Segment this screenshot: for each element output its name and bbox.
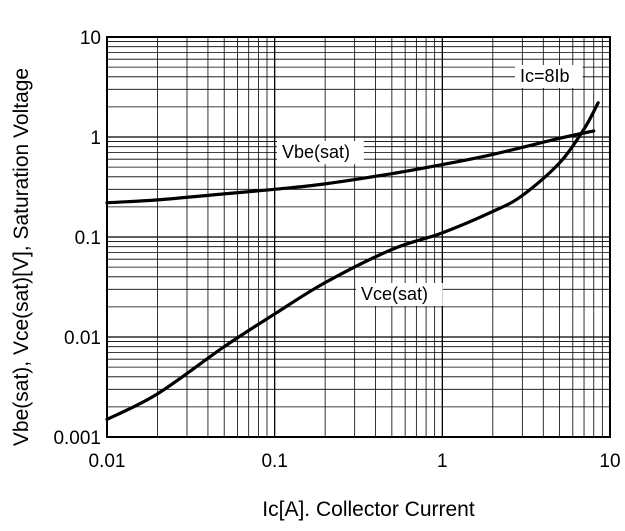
y-tick-label: 10 <box>80 28 101 49</box>
series-label-vbe-sat: Vbe(sat) <box>282 142 350 162</box>
x-tick-label: 10 <box>599 451 620 472</box>
x-tick-label: 1 <box>437 451 448 472</box>
series-label-vce-sat: Vce(sat) <box>361 284 428 304</box>
condition-label: Ic=8Ib <box>520 66 570 86</box>
x-tick-label: 0.01 <box>89 451 126 472</box>
x-axis-title: Ic[A]. Collector Current <box>262 498 475 521</box>
y-tick-label: 0.01 <box>64 328 101 349</box>
y-tick-label: 0.1 <box>75 228 101 249</box>
y-axis-title: Vbe(sat), Vce(sat)[V], Saturation Voltag… <box>10 68 33 446</box>
y-tick-label: 0.001 <box>53 428 101 449</box>
y-tick-label: 1 <box>90 128 101 149</box>
x-tick-label: 0.1 <box>261 451 287 472</box>
